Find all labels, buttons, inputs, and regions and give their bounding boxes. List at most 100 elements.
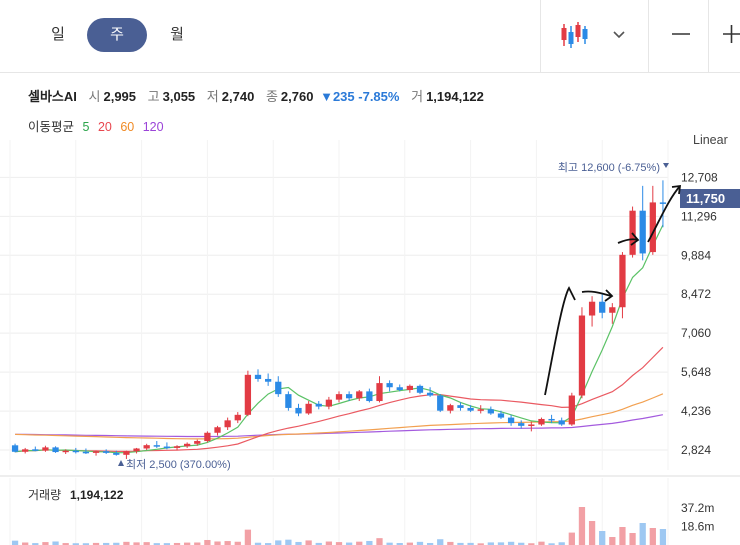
volume-bar: [639, 523, 646, 545]
volume-grid: [9, 478, 669, 545]
candle-body: [133, 448, 140, 452]
volume-tick-label: 18.6m: [681, 519, 714, 533]
volume-bar: [619, 527, 626, 545]
volume-bar: [214, 541, 221, 545]
ma-60-label: 60: [120, 120, 135, 134]
volume-bar: [366, 540, 373, 545]
high-label: 고: [147, 89, 160, 104]
candle-body: [356, 391, 363, 399]
moving-average-lines: [15, 224, 664, 454]
candle-body: [103, 451, 110, 453]
candle-body: [659, 202, 667, 204]
stock-summary: 셀바스AI 시 2,995 고 3,055 저 2,740 종 2,760 ▼235 -…: [28, 86, 484, 105]
toolbar-divider: [540, 0, 541, 72]
candle-body: [275, 381, 282, 395]
moving-average-legend: 이동평균 5 20 60 120: [28, 116, 169, 135]
ma-5-label: 5: [82, 120, 90, 134]
candle-body: [163, 446, 171, 449]
candle-body: [234, 414, 241, 421]
candle-body: [548, 418, 555, 421]
candle-body: [315, 403, 322, 407]
candle-body: [113, 452, 120, 455]
candle-body: [507, 417, 515, 424]
y-tick-label: 12,708: [681, 170, 718, 184]
candle-body: [477, 409, 484, 411]
volume-axis: 37.2m 18.6m: [681, 501, 714, 534]
candle-body: [578, 315, 586, 396]
candle-body: [629, 210, 636, 255]
candle-body: [32, 449, 39, 451]
y-tick-label: 11,296: [681, 209, 717, 223]
toolbar-divider: [648, 0, 649, 72]
chevron-down-icon[interactable]: [612, 27, 626, 39]
candles: [11, 180, 667, 459]
low-value: 2,740: [221, 89, 255, 104]
candlestick-icon[interactable]: [560, 20, 592, 50]
candle-body: [143, 445, 150, 449]
close-label: 종: [265, 89, 278, 104]
candle-body: [153, 445, 160, 447]
tab-monthly[interactable]: 월: [170, 26, 184, 43]
price-axis: 12,708 11,296 9,884 8,472 7,060 5,648 4,236 2,8…: [681, 170, 718, 457]
volume-bar: [659, 529, 667, 545]
candle-body: [457, 405, 464, 408]
min-marker-icon: [118, 460, 124, 466]
candle-body: [345, 394, 353, 399]
candle-body: [173, 446, 181, 448]
candle-body: [437, 395, 444, 411]
max-price-annotation: 최고 12,600 (-6.75%): [558, 161, 660, 174]
max-marker-icon: [663, 163, 669, 168]
candle-body: [487, 409, 494, 414]
chart-grid: [0, 140, 669, 470]
ma-20-line: [15, 346, 664, 453]
minus-icon[interactable]: [670, 24, 692, 44]
candle-body: [204, 432, 211, 442]
volume-bar: [52, 541, 59, 545]
volume-bar: [244, 529, 252, 545]
tab-daily[interactable]: 일: [51, 26, 65, 43]
plus-icon[interactable]: [722, 23, 740, 45]
volume-bar: [649, 528, 656, 545]
candle-body: [619, 254, 626, 308]
volume-panel-label: 거래량: [28, 488, 61, 502]
volume-bar: [437, 539, 444, 545]
candle-body: [528, 424, 535, 426]
candle-body: [194, 441, 201, 444]
candle-body: [588, 301, 596, 316]
high-value: 3,055: [162, 89, 196, 104]
period-toolbar: 일 주 월: [0, 0, 740, 73]
volume-tick-label: 37.2m: [681, 501, 714, 515]
y-tick-label: 2,824: [681, 443, 711, 457]
candle-body: [568, 395, 575, 425]
candle-body: [22, 449, 29, 452]
current-price-label: 11,750: [686, 191, 725, 206]
open-value: 2,995: [103, 89, 137, 104]
candle-body: [42, 447, 49, 451]
current-price-tag-bg: [680, 189, 740, 208]
candle-body: [244, 374, 252, 415]
low-label: 저: [206, 89, 219, 104]
volume-bar: [224, 541, 231, 545]
volume-bar: [325, 541, 333, 545]
candle-body: [609, 307, 616, 313]
moving-average-label: 이동평균: [28, 120, 75, 134]
candle-body: [295, 407, 302, 414]
candle-body: [426, 392, 434, 396]
stock-name: 셀바스AI: [28, 89, 77, 104]
tab-weekly[interactable]: 주: [87, 18, 147, 52]
candle-body: [538, 418, 545, 425]
candle-body: [82, 451, 90, 454]
candle-body: [214, 427, 221, 433]
candle-body: [254, 374, 262, 379]
y-tick-label: 9,884: [681, 248, 711, 262]
volume-bar: [599, 531, 606, 545]
candle-body: [184, 443, 191, 447]
candle-body: [11, 445, 19, 452]
candle-body: [123, 451, 130, 455]
volume-bar: [11, 540, 19, 545]
candle-body: [649, 202, 656, 253]
candle-body: [285, 394, 292, 408]
candle-body: [72, 450, 79, 453]
scale-toggle[interactable]: Linear: [693, 133, 728, 147]
chart-annotations: 최고 12,600 (-6.75%) 최저 2,500 (370.00%): [118, 161, 669, 471]
